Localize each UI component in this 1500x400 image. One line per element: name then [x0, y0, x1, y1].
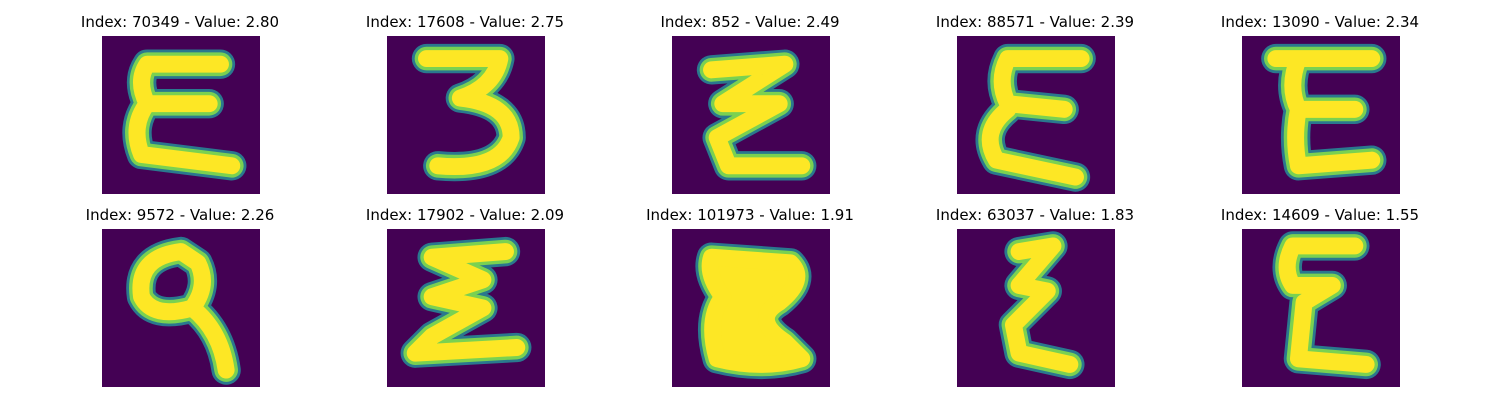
grid-cell: Index: 63037 - Value: 1.83 [925, 205, 1145, 387]
digit-image [672, 36, 830, 194]
grid-cell: Index: 852 - Value: 2.49 [640, 12, 860, 194]
cell-title: Index: 852 - Value: 2.49 [660, 13, 840, 31]
cell-title: Index: 17902 - Value: 2.09 [365, 206, 565, 224]
digit-image [387, 36, 545, 194]
grid-cell: Index: 13090 - Value: 2.34 [1210, 12, 1430, 194]
grid-cell: Index: 88571 - Value: 2.39 [925, 12, 1145, 194]
cell-title: Index: 9572 - Value: 2.26 [85, 206, 275, 224]
digit-image [1242, 229, 1400, 387]
digit-image [957, 36, 1115, 194]
cell-title: Index: 63037 - Value: 1.83 [935, 206, 1135, 224]
digit-image [1242, 36, 1400, 194]
grid-cell: Index: 101973 - Value: 1.91 [640, 205, 860, 387]
digit-image [102, 36, 260, 194]
cell-title: Index: 88571 - Value: 2.39 [935, 13, 1135, 31]
grid-cell: Index: 9572 - Value: 2.26 [70, 205, 290, 387]
digit-image [387, 229, 545, 387]
grid-cell: Index: 14609 - Value: 1.55 [1210, 205, 1430, 387]
cell-title: Index: 70349 - Value: 2.80 [80, 13, 280, 31]
grid-cell: Index: 17902 - Value: 2.09 [355, 205, 575, 387]
grid-cell: Index: 17608 - Value: 2.75 [355, 12, 575, 194]
digit-image [102, 229, 260, 387]
cell-title: Index: 13090 - Value: 2.34 [1220, 13, 1420, 31]
cell-title: Index: 17608 - Value: 2.75 [365, 13, 565, 31]
grid-cell: Index: 70349 - Value: 2.80 [70, 12, 290, 194]
cell-title: Index: 14609 - Value: 1.55 [1220, 206, 1420, 224]
cell-title: Index: 101973 - Value: 1.91 [646, 206, 854, 224]
digit-image [672, 229, 830, 387]
digit-image [957, 229, 1115, 387]
